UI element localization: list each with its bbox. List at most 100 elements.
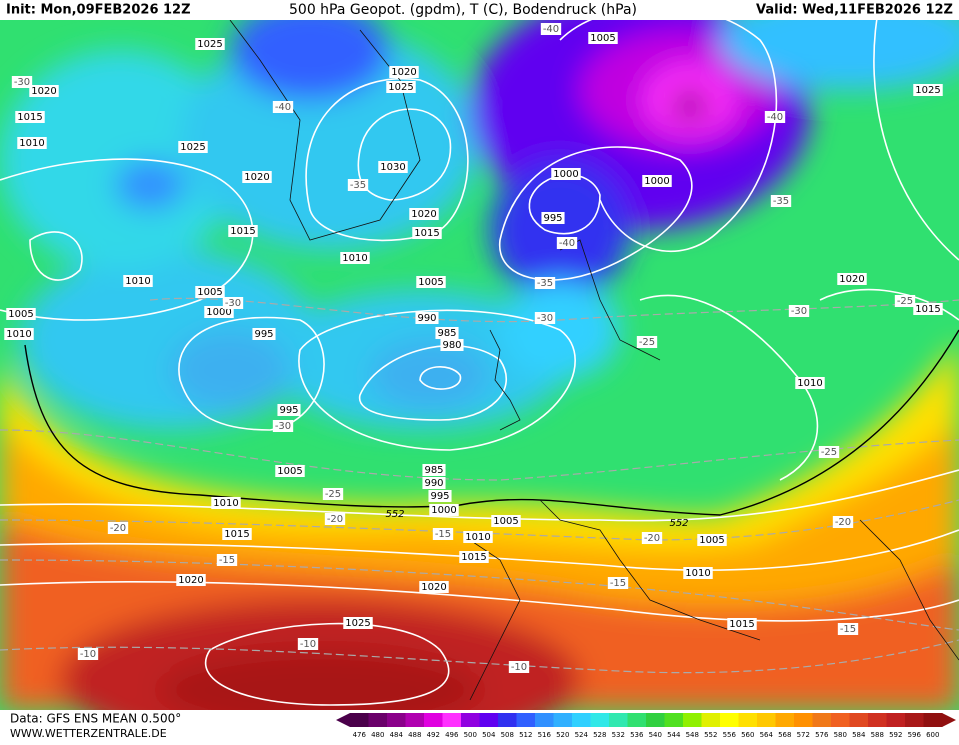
pressure-label-group: 1010	[211, 497, 241, 509]
colorbar-label: 524	[575, 731, 589, 739]
pressure-label: 1010	[213, 498, 238, 509]
colorbar-swatch	[572, 713, 591, 727]
colorbar-swatch	[405, 713, 425, 727]
pressure-label: 1015	[915, 304, 940, 315]
pressure-label-box	[541, 212, 565, 224]
temperature-label-box	[347, 179, 369, 191]
pressure-label-group: 995	[277, 404, 301, 416]
colorbar-swatch	[757, 713, 776, 727]
pressure-label: 1025	[388, 82, 413, 93]
pressure-label-box	[222, 528, 252, 540]
temperature-label-group: -15	[607, 577, 629, 589]
pressure-label-box	[429, 504, 459, 516]
pressure-label: 1010	[465, 532, 490, 543]
pressure-label: 1015	[224, 529, 249, 540]
pressure-label-group: 1020	[176, 574, 206, 586]
pressure-label-box	[409, 208, 439, 220]
temperature-label: -10	[300, 639, 316, 650]
pressure-label-box	[913, 303, 943, 315]
colorbar-label: 516	[538, 731, 552, 739]
temperature-label-group: -40	[556, 237, 578, 249]
pressure-label: 1025	[915, 85, 940, 96]
pressure-label-box	[416, 276, 446, 288]
temperature-label-group: -20	[324, 513, 346, 525]
contour-552	[24, 329, 959, 516]
temperature-label-group: -15	[216, 554, 238, 566]
temperature-label-group: -10	[297, 638, 319, 650]
colorbar-label: 568	[778, 731, 791, 739]
geopotential-label: 552	[385, 509, 404, 520]
colorbar-swatch	[849, 713, 869, 727]
colorbar-swatch	[868, 713, 887, 727]
colorbar-label: 592	[889, 731, 902, 739]
temperature-label-group: -20	[641, 532, 663, 544]
pressure-label: 1020	[178, 575, 203, 586]
temperature-label-box	[11, 76, 33, 88]
temperature-label: -40	[543, 24, 559, 35]
temperature-label-box	[837, 623, 859, 635]
temperature-label-box	[534, 312, 556, 324]
pressure-label-group: 1010	[683, 567, 713, 579]
data-source: Data: GFS ENS MEAN 0.500°	[10, 712, 181, 726]
pressure-label-box	[389, 66, 419, 78]
temperature-label-group: -35	[534, 277, 556, 289]
colorbar-label: 576	[815, 731, 829, 739]
pressure-label: 1005	[699, 535, 724, 546]
pressure-label-box	[340, 252, 370, 264]
pressure-label: 1000	[431, 505, 456, 516]
temperature-label-box	[77, 648, 99, 660]
pressure-label-group: 995	[252, 328, 276, 340]
pressure-label: 1025	[197, 39, 222, 50]
pressure-label-group: 1005	[491, 515, 521, 527]
temperature-label-box	[272, 420, 294, 432]
pressure-label-group: 1005	[588, 32, 618, 44]
temperature-label-box	[322, 488, 344, 500]
colorbar-label: 496	[445, 731, 459, 739]
colorbar-label: 512	[519, 731, 532, 739]
colorbar-label: 560	[741, 731, 754, 739]
temperature-label-box	[508, 661, 530, 673]
temperature-label-group: -10	[77, 648, 99, 660]
pressure-label-box	[211, 497, 241, 509]
pressure-label-group: 1010	[340, 252, 370, 264]
temperature-label: -30	[537, 313, 553, 324]
pressure-label-group: 1005	[6, 308, 36, 320]
colorbar-label: 544	[667, 731, 681, 739]
pressure-label: 1005	[8, 309, 33, 320]
temperature-label-box	[107, 522, 129, 534]
pressure-label-box	[795, 377, 825, 389]
pressure-label-group: 1025	[343, 617, 373, 629]
temperature-label-box	[216, 554, 238, 566]
pressure-label-box	[123, 275, 153, 287]
pressure-label-box	[343, 617, 373, 629]
pressure-label-box	[15, 111, 45, 123]
colorbar-swatch	[794, 713, 813, 727]
temperature-label-group: -35	[770, 195, 792, 207]
pressure-label: 1020	[839, 274, 864, 285]
temperature-label: -15	[219, 555, 235, 566]
pressure-label-group: 1020	[837, 273, 867, 285]
temperature-label-group: -25	[322, 488, 344, 500]
colorbar-swatch	[720, 713, 739, 727]
temperature-label: -20	[327, 514, 343, 525]
colorbar-swatch	[350, 713, 369, 727]
pressure-label-box	[378, 161, 408, 173]
pressure-label-box	[428, 490, 452, 502]
colorbar-label: 564	[760, 731, 774, 739]
pressure-label-box	[412, 227, 442, 239]
temperature-label-box	[764, 111, 786, 123]
pressure-label-box	[228, 225, 258, 237]
temperature-label-group: -20	[832, 516, 854, 528]
pressure-label: 1005	[590, 33, 615, 44]
colorbar-swatch	[683, 713, 702, 727]
pressure-label: 1010	[19, 138, 44, 149]
temperature-label-group: -25	[636, 336, 658, 348]
temperature-label: -30	[14, 77, 30, 88]
pressure-label-group: 1015	[727, 618, 757, 630]
temperature-label: -20	[835, 517, 851, 528]
pressure-label: 1020	[391, 67, 416, 78]
colorbar-label: 584	[852, 731, 866, 739]
temperature-label: -25	[821, 447, 837, 458]
pressure-label-box	[242, 171, 272, 183]
